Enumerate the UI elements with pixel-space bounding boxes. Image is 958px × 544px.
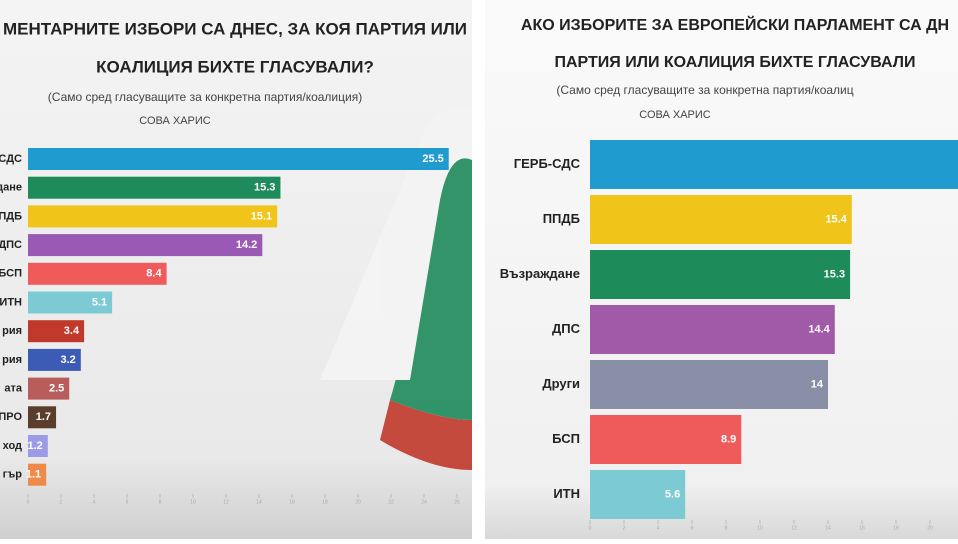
- value-label: 8.4: [146, 268, 162, 280]
- chart-title: ПАРТИЯ ИЛИ КОАЛИЦИЯ БИХТЕ ГЛАСУВАЛИ: [555, 54, 916, 71]
- value-label: 15.3: [824, 268, 845, 280]
- bar: [590, 195, 852, 244]
- bar: [28, 262, 167, 285]
- category-label: ИТН: [0, 296, 22, 308]
- category-label: ПРО: [0, 411, 22, 423]
- category-label: ДПС: [0, 239, 22, 251]
- bar: [28, 463, 47, 486]
- x-tick-label: 12: [223, 499, 229, 505]
- bar: [28, 348, 81, 371]
- x-tick-label: 26: [454, 499, 460, 505]
- value-label: 1.2: [28, 440, 43, 452]
- bar: [590, 140, 958, 189]
- value-label: 15.4: [825, 213, 847, 225]
- x-tick-label: 16: [289, 499, 295, 505]
- bar: [28, 234, 263, 257]
- category-label: Други: [542, 376, 580, 391]
- x-tick-label: 14: [825, 525, 831, 531]
- bar: [28, 377, 70, 400]
- category-label: рия: [2, 354, 22, 366]
- flag-decoration: [320, 107, 472, 470]
- chart-title: МЕНТАРНИТЕ ИЗБОРИ СА ДНЕС, ЗА КОЯ ПАРТИЯ…: [3, 19, 467, 38]
- bar: [28, 205, 278, 228]
- bar: [28, 320, 85, 343]
- left-chart: МЕНТАРНИТЕ ИЗБОРИ СА ДНЕС, ЗА КОЯ ПАРТИЯ…: [0, 19, 467, 505]
- x-tick-label: 20: [927, 525, 933, 531]
- chart-subtitle: (Само сред гласуващите за конкретна парт…: [556, 83, 853, 97]
- category-label: ИТН: [553, 486, 580, 501]
- value-label: 8.9: [721, 433, 736, 445]
- x-tick-label: 22: [388, 499, 394, 505]
- x-tick-label: 14: [256, 499, 262, 505]
- value-label: 1.1: [26, 469, 41, 481]
- category-label: ДПС: [552, 321, 581, 336]
- chart-source: СОВА ХАРИС: [139, 115, 211, 127]
- right-chart: АКО ИЗБОРИТЕ ЗА ЕВРОПЕЙСКИ ПАРЛАМЕНТ СА …: [500, 15, 958, 531]
- category-label: БСП: [552, 431, 580, 446]
- bar: [28, 291, 113, 314]
- value-label: 15.1: [251, 210, 272, 222]
- bar: [590, 250, 851, 299]
- category-label: ата: [4, 383, 23, 395]
- chart-source: СОВА ХАРИС: [639, 109, 711, 121]
- value-label: 2.5: [49, 383, 64, 395]
- x-tick-label: 0: [589, 525, 592, 531]
- chart-title: АКО ИЗБОРИТЕ ЗА ЕВРОПЕЙСКИ ПАРЛАМЕНТ СА …: [521, 15, 949, 34]
- x-tick-label: 12: [791, 525, 797, 531]
- value-label: 5.1: [92, 296, 107, 308]
- value-label: 3.2: [61, 354, 76, 366]
- x-tick-label: 2: [60, 499, 63, 505]
- x-tick-label: 10: [757, 525, 763, 531]
- x-tick-label: 18: [893, 525, 899, 531]
- value-label: 14.2: [236, 239, 257, 251]
- x-tick-label: 24: [421, 499, 427, 505]
- value-label: 5.6: [665, 488, 680, 500]
- chart-subtitle: (Само сред гласуващите за конкретна парт…: [48, 90, 362, 104]
- bar: [28, 176, 281, 199]
- value-label: 3.4: [64, 325, 80, 337]
- x-tick-label: 16: [859, 525, 865, 531]
- value-label: 25.5: [422, 153, 443, 165]
- category-label: Възраждане: [500, 266, 580, 281]
- x-tick-label: 20: [355, 499, 361, 505]
- x-tick-label: 0: [27, 499, 30, 505]
- value-label: 14: [811, 378, 824, 390]
- category-label: ГЕРБ-СДС: [514, 156, 581, 171]
- chart-title: КОАЛИЦИЯ БИХТЕ ГЛАСУВАЛИ?: [96, 57, 374, 76]
- value-label: 1.7: [36, 411, 51, 423]
- value-label: 14.4: [808, 323, 830, 335]
- category-label: ПДБ: [0, 210, 22, 222]
- category-label: дане: [0, 182, 22, 194]
- x-tick-label: 10: [190, 499, 196, 505]
- bar: [28, 148, 449, 170]
- x-tick-label: 4: [657, 525, 660, 531]
- bar: [590, 415, 742, 464]
- x-tick-label: 8: [725, 525, 728, 531]
- bar: [28, 406, 57, 429]
- x-tick-label: 6: [126, 499, 129, 505]
- bar: [590, 305, 835, 354]
- bar: [590, 360, 828, 409]
- x-tick-label: 8: [159, 499, 162, 505]
- bar: [590, 470, 686, 519]
- category-label: СДС: [0, 153, 22, 165]
- x-tick-label: 18: [322, 499, 328, 505]
- category-label: гър: [3, 469, 23, 481]
- category-label: ППДБ: [543, 211, 580, 226]
- category-label: рия: [2, 325, 22, 337]
- category-label: БСП: [0, 268, 22, 280]
- bar: [28, 435, 48, 457]
- x-tick-label: 4: [93, 499, 96, 505]
- x-tick-label: 6: [691, 525, 694, 531]
- value-label: 15.3: [254, 182, 275, 194]
- x-tick-label: 2: [623, 525, 626, 531]
- category-label: ход: [3, 440, 22, 452]
